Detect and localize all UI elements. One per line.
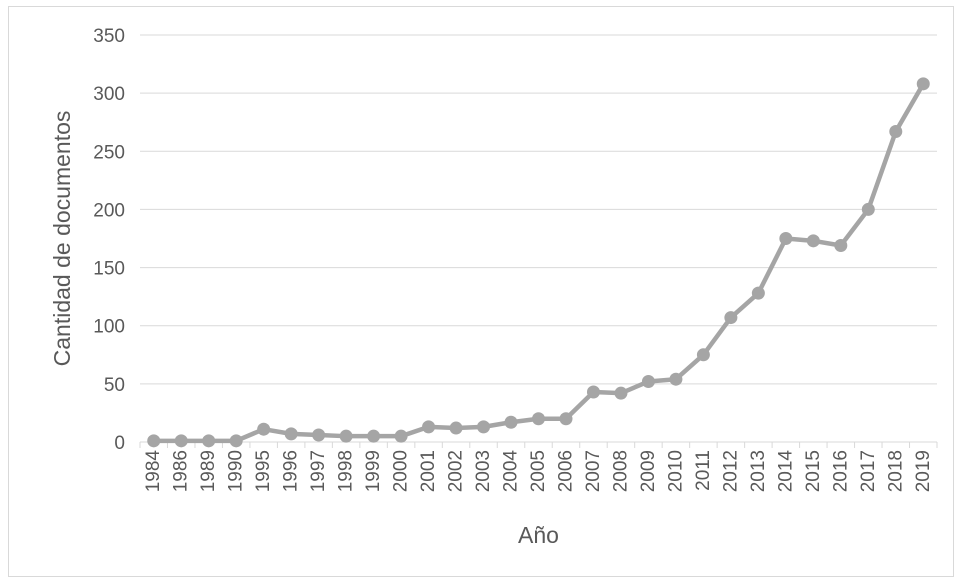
y-tick-label: 350 <box>93 26 125 47</box>
x-tick-label: 2006 <box>555 450 576 492</box>
y-axis-title: Cantidad de documentos <box>49 111 75 367</box>
data-point <box>779 232 793 245</box>
x-tick-label: 2017 <box>858 450 879 492</box>
y-tick-label: 300 <box>93 84 125 105</box>
data-point <box>147 434 161 448</box>
x-tick-label: 2011 <box>693 450 714 491</box>
x-tick-label: 2004 <box>501 450 522 493</box>
x-tick-label: 1996 <box>281 450 302 492</box>
x-tick-label: 1984 <box>143 450 164 493</box>
data-point <box>504 415 518 429</box>
data-point <box>614 386 628 400</box>
x-tick-label: 2016 <box>830 450 851 492</box>
y-tick-label: 100 <box>93 317 125 338</box>
y-tick-label: 250 <box>93 142 125 163</box>
data-point <box>532 412 545 426</box>
x-tick-label: 1989 <box>198 450 219 492</box>
x-tick-label: 2008 <box>610 450 631 492</box>
data-point <box>422 420 436 434</box>
data-point <box>916 77 930 91</box>
gridlines <box>140 34 937 443</box>
data-point <box>889 125 903 139</box>
x-tick-label: 2014 <box>775 450 796 493</box>
data-point <box>861 202 875 216</box>
x-tick-label: 2007 <box>583 450 604 492</box>
data-point <box>449 421 463 435</box>
x-tick-label: 1995 <box>253 450 274 492</box>
x-tick-label: 2019 <box>913 450 934 492</box>
x-tick-label: 2005 <box>528 450 549 492</box>
data-point <box>229 434 243 448</box>
series-line <box>151 81 926 444</box>
x-tick-label: 2009 <box>638 450 659 492</box>
data-point <box>202 434 216 448</box>
x-tick-label: 1986 <box>171 450 192 492</box>
series-layer <box>147 77 930 448</box>
data-point <box>312 428 326 442</box>
y-tick-label: 150 <box>93 259 125 280</box>
x-tick-label: 2010 <box>665 450 686 492</box>
x-axis-ticks: 1984 1986 1989 1990 1995 1996 1997 1998 1999 2000… <box>139 442 938 493</box>
data-point <box>641 375 655 389</box>
x-tick-label: 1997 <box>308 450 329 492</box>
x-tick-label: 2000 <box>391 450 412 492</box>
x-tick-label: 2012 <box>720 450 741 492</box>
x-tick-label: 2001 <box>418 450 439 492</box>
x-tick-label: 1999 <box>363 450 384 492</box>
data-point <box>257 422 271 436</box>
data-point <box>394 429 408 443</box>
data-point <box>806 234 820 248</box>
y-axis-ticks: 0 50 100 150 200 250 300 350 <box>93 26 125 454</box>
x-tick-label: 1998 <box>336 450 357 492</box>
x-tick-label: 2018 <box>885 450 906 492</box>
data-point <box>834 238 848 252</box>
data-point <box>669 372 683 386</box>
data-point <box>559 412 573 426</box>
data-point <box>696 348 710 362</box>
chart-frame <box>8 6 954 577</box>
x-tick-label: 2015 <box>803 450 824 492</box>
y-tick-label: 50 <box>104 375 125 396</box>
y-tick-label: 200 <box>93 200 125 221</box>
data-point <box>339 429 353 443</box>
x-tick-label: 2002 <box>446 450 467 492</box>
data-point <box>724 311 738 325</box>
x-tick-label: 2003 <box>473 450 494 492</box>
data-point <box>174 434 188 448</box>
data-point <box>477 420 491 434</box>
data-point <box>284 427 298 441</box>
data-point <box>367 429 381 443</box>
data-point <box>586 385 600 399</box>
y-tick-label: 0 <box>114 433 125 454</box>
data-point <box>751 286 765 300</box>
x-tick-label: 1990 <box>226 450 247 492</box>
x-tick-label: 2013 <box>748 450 769 492</box>
x-axis-title: Año <box>518 522 559 548</box>
